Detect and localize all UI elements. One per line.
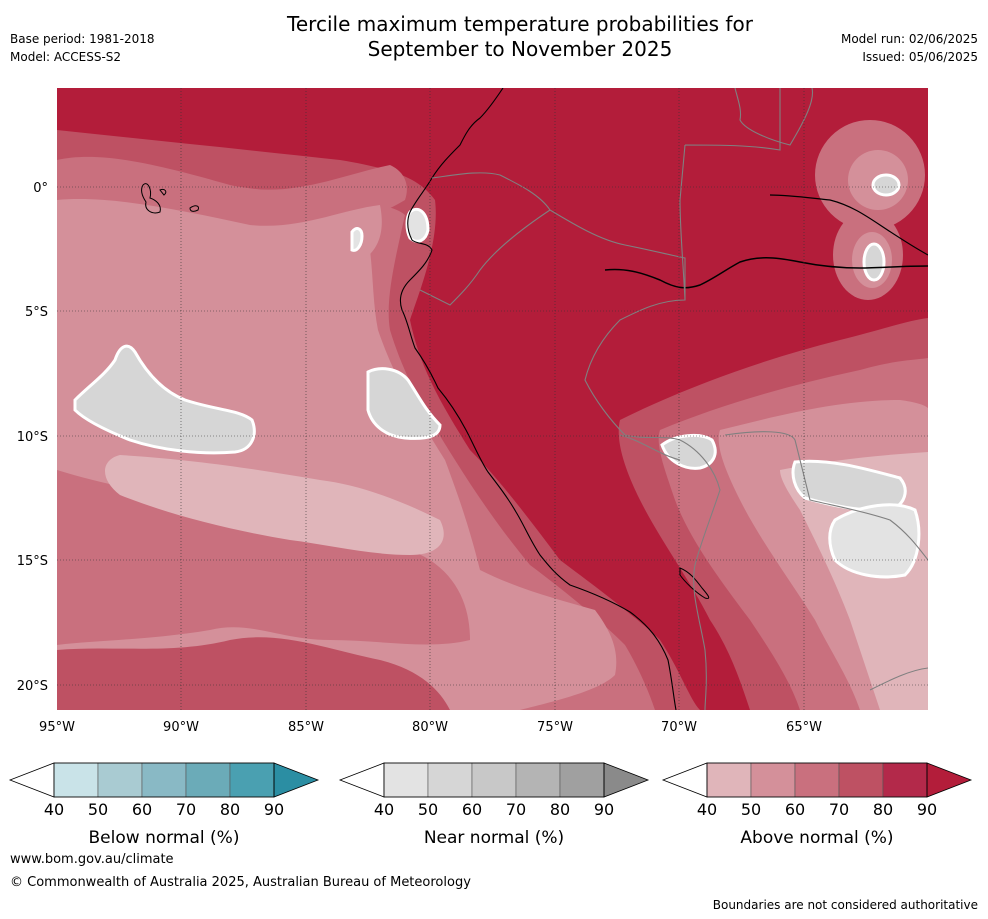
model-run: Model run: 02/06/2025 [840, 32, 978, 46]
copyright-text: © Commonwealth of Australia 2025, Austra… [10, 875, 471, 890]
legend-tick-label: 90 [594, 800, 614, 819]
legend-swatch [750, 762, 796, 798]
field-near-normal-ecuador2 [350, 227, 364, 252]
chart-title: Tercile maximum temperature probabilitie… [0, 12, 988, 62]
lake-titicaca [679, 567, 710, 599]
legend-swatch [53, 762, 99, 798]
legend-tick-label: 80 [873, 800, 893, 819]
field-above-40-band [105, 455, 444, 555]
legend-tick-label: 70 [506, 800, 526, 819]
field-near-normal-ne1 [871, 173, 901, 197]
legend-swatch [141, 762, 187, 798]
legend-tick-label: 80 [550, 800, 570, 819]
field-near-normal-ecuador [405, 207, 430, 243]
legend-above-arrow [926, 762, 973, 798]
graticule [57, 88, 928, 710]
legend-swatch [882, 762, 928, 798]
legend-title: Near normal (%) [424, 828, 564, 848]
legend-tick-label: 50 [88, 800, 108, 819]
model-name: Model: ACCESS-S2 [10, 50, 122, 64]
legend-tick-label: 60 [785, 800, 805, 819]
legend-outline [706, 762, 928, 798]
legend-swatch [794, 762, 840, 798]
legend-tick-label: 90 [264, 800, 284, 819]
map-area [57, 88, 928, 710]
field-above-70-south [57, 637, 450, 710]
lat-label-20s: 20°S [17, 679, 48, 694]
lon-axis: 95°W 90°W 85°W 80°W 75°W 70°W 65°W [39, 720, 822, 735]
legend-0: 40 50 60 70 80 90 Below normal (%) [8, 762, 320, 848]
legend-tick-label: 40 [374, 800, 394, 819]
field-near-normal-coast [366, 367, 442, 440]
legend-swatch [515, 762, 561, 798]
lon-label-65w: 65°W [786, 720, 822, 735]
legend-tick-label: 80 [220, 800, 240, 819]
title-line-2: September to November 2025 [367, 37, 673, 61]
field-near-normal-ne2 [862, 242, 886, 282]
legend-tick-label: 60 [462, 800, 482, 819]
amazon-river [604, 257, 928, 289]
lon-label-80w: 80°W [412, 720, 448, 735]
legend-tick-label: 40 [44, 800, 64, 819]
lat-label-5s: 5°S [25, 305, 48, 320]
country-borders [419, 88, 928, 710]
legend-title: Below normal (%) [89, 828, 240, 848]
legend-tick-label: 60 [132, 800, 152, 819]
legend-below-arrow [8, 762, 55, 798]
legend-swatch [383, 762, 429, 798]
legend-title: Above normal (%) [740, 828, 893, 848]
legend-above-arrow [603, 762, 650, 798]
legend-above-arrow [273, 762, 320, 798]
legend-swatch [471, 762, 517, 798]
legend-tick-label: 50 [418, 800, 438, 819]
legend-outline [383, 762, 605, 798]
lat-axis: 0° 5°S 10°S 15°S 20°S [17, 181, 48, 694]
title-line-1: Tercile maximum temperature probabilitie… [287, 12, 753, 36]
legends: 40 50 60 70 80 90 Below normal (%) 40 50 60 70 80 90… [8, 762, 973, 848]
legend-tick-label: 50 [741, 800, 761, 819]
meta-right: Model run: 02/06/2025 Issued: 05/06/2025 [841, 30, 978, 66]
issued-date: Issued: 05/06/2025 [862, 50, 978, 64]
field-near-normal-west [73, 344, 256, 455]
coastline [399, 88, 677, 710]
lon-label-90w: 90°W [163, 720, 199, 735]
legend-outline [53, 762, 275, 798]
legend-below-arrow [338, 762, 385, 798]
field-above-50-north [57, 199, 382, 267]
legend-swatch [706, 762, 752, 798]
lon-label-95w: 95°W [39, 720, 75, 735]
meta-left: Base period: 1981-2018 Model: ACCESS-S2 [10, 30, 155, 66]
legend-swatch [427, 762, 473, 798]
base-period: Base period: 1981-2018 [10, 32, 155, 46]
legend-tick-label: 90 [917, 800, 937, 819]
legend-2: 40 50 60 70 80 90 Above normal (%) [661, 762, 973, 848]
lat-label-15s: 15°S [17, 554, 48, 569]
lon-label-85w: 85°W [288, 720, 324, 735]
field-above-60-south [57, 470, 470, 645]
negro-river [769, 194, 928, 256]
legend-swatch [97, 762, 143, 798]
lat-label-0: 0° [33, 181, 48, 196]
lon-label-70w: 70°W [661, 720, 697, 735]
field-near-normal-chaco [828, 503, 921, 579]
legend-tick-label: 70 [176, 800, 196, 819]
legend-swatch [185, 762, 231, 798]
disclaimer-text: Boundaries are not considered authoritat… [712, 898, 978, 912]
legend-swatch [229, 762, 275, 798]
legend-tick-label: 40 [697, 800, 717, 819]
galapagos-islands [141, 183, 199, 214]
legend-tick-label: 70 [829, 800, 849, 819]
website-link[interactable]: www.bom.gov.au/climate [10, 852, 174, 867]
legend-1: 40 50 60 70 80 90 Near normal (%) [338, 762, 650, 848]
legend-below-arrow [661, 762, 708, 798]
legend-swatch [559, 762, 605, 798]
legend-swatch [838, 762, 884, 798]
lon-label-75w: 75°W [537, 720, 573, 735]
lat-label-10s: 10°S [17, 430, 48, 445]
